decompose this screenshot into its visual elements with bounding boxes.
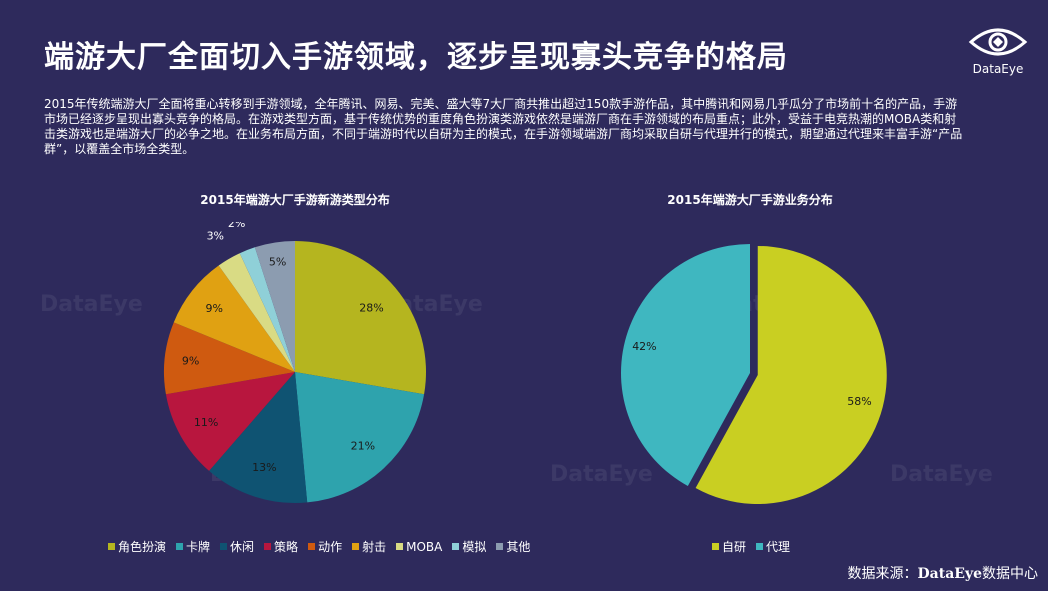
pie-chart-business: 58% 42% <box>621 244 887 504</box>
pie-slice-休闲 <box>209 372 308 503</box>
pie-slice-卡牌 <box>295 372 425 503</box>
legend-swatch <box>108 543 115 550</box>
legend-label: MOBA <box>406 539 443 554</box>
legend-item-动作: 动作 <box>308 538 342 555</box>
slice-label-模拟: 2% <box>228 222 245 230</box>
slice-label-角色扮演: 28% <box>359 302 383 315</box>
slice-label-动作: 9% <box>182 355 199 368</box>
watermark: DataEye <box>890 462 993 487</box>
legend-item-卡牌: 卡牌 <box>176 538 210 555</box>
logo: DataEye <box>966 24 1030 76</box>
pie-slice-其他 <box>254 241 295 372</box>
legend-label: 角色扮演 <box>118 540 167 554</box>
watermark: DataEye <box>550 462 653 487</box>
legend-item-射击: 射击 <box>352 538 386 555</box>
watermark: DataEye <box>40 292 143 317</box>
pie-slice-策略 <box>165 372 295 471</box>
legend-item-代理: 代理 <box>756 538 790 555</box>
legend-swatch <box>308 543 316 550</box>
legend-label: 其他 <box>506 540 531 554</box>
legend-label: 动作 <box>318 540 343 554</box>
legend-swatch <box>452 543 460 550</box>
slice-label-卡牌: 21% <box>351 439 375 452</box>
legend-item-自研: 自研 <box>712 538 746 555</box>
legend-label: 策略 <box>274 540 299 554</box>
legend-item-其他: 其他 <box>496 538 530 555</box>
legend-item-策略: 策略 <box>264 538 298 555</box>
legend-label: 代理 <box>766 540 791 554</box>
legend-swatch <box>176 543 184 550</box>
slice-label-休闲: 13% <box>252 461 276 474</box>
legend-swatch <box>756 543 764 550</box>
legend-label: 自研 <box>722 540 747 554</box>
legend-item-MOBA: MOBA <box>396 538 442 555</box>
legend-item-休闲: 休闲 <box>220 538 254 555</box>
slice-label-射击: 9% <box>205 302 222 315</box>
legend-business: 自研 代理 <box>712 538 790 555</box>
pie-slice-模拟 <box>239 247 295 372</box>
pie-slice-代理 <box>621 244 750 487</box>
legend-label: 模拟 <box>462 540 487 554</box>
legend-item-模拟: 模拟 <box>452 538 486 555</box>
pie-slice-MOBA <box>218 253 295 372</box>
pie-slice-射击 <box>173 265 295 372</box>
eye-logo-icon <box>968 28 1028 56</box>
legend-item-角色扮演: 角色扮演 <box>108 538 166 555</box>
intro-paragraph: 2015年传统端游大厂全面将重心转移到手游领域，全年腾讯、网易、完美、盛大等7大… <box>44 97 963 156</box>
legend-swatch <box>264 543 272 550</box>
pie-slice-动作 <box>164 322 295 395</box>
source-suffix: 数据中心 <box>982 566 1038 582</box>
legend-label: 卡牌 <box>186 540 211 554</box>
logo-text: DataEye <box>972 62 1024 76</box>
data-source: 数据来源：DataEye数据中心 <box>848 563 1038 583</box>
page-title: 端游大厂全面切入手游领域，逐步呈现寡头竞争的格局 <box>44 40 788 75</box>
legend-label: 休闲 <box>230 540 255 554</box>
source-label: 数据来源： <box>847 566 918 582</box>
pie-chart-genre: 28% 21% 13% 11% 9% 9% 3% 2% 5% <box>164 222 426 503</box>
legend-genre: 角色扮演 卡牌 休闲 策略 动作 射击 MOBA 模拟 其他 <box>108 538 530 555</box>
slice-label-自研: 58% <box>847 395 871 408</box>
legend-label: 射击 <box>362 540 387 554</box>
slice-label-策略: 11% <box>194 416 218 429</box>
slice-label-其他: 5% <box>269 255 286 268</box>
legend-swatch <box>396 543 404 550</box>
slice-label-MOBA: 3% <box>207 230 224 243</box>
pie-slice-角色扮演 <box>295 241 426 395</box>
legend-swatch <box>712 543 719 550</box>
pie-slice-自研 <box>695 245 887 504</box>
slice-label-代理: 42% <box>632 340 656 353</box>
chart-title-genre: 2015年端游大厂手游新游类型分布 <box>200 193 390 207</box>
chart-title-business: 2015年端游大厂手游业务分布 <box>667 193 833 207</box>
legend-swatch <box>352 543 360 550</box>
legend-swatch <box>220 543 228 550</box>
source-brand: DataEye <box>917 566 982 582</box>
legend-swatch <box>496 543 504 550</box>
